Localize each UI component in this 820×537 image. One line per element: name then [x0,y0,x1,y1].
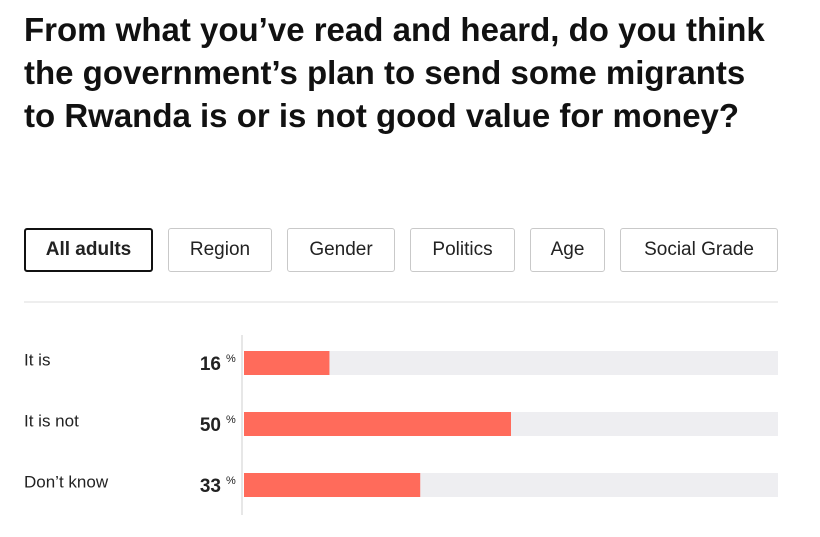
category-label: Don’t know [24,472,109,491]
filter-tab[interactable]: Politics [410,228,515,272]
value-label: 50 [200,415,221,436]
bar [244,412,511,436]
filter-tab[interactable]: Region [168,228,272,272]
filter-tab[interactable]: All adults [24,228,153,272]
bar [244,351,330,375]
value-label: 33 [200,476,221,497]
value-label: 16 [200,354,221,375]
bar [244,473,421,497]
value-unit: % [226,414,236,426]
category-label: It is not [24,411,79,430]
filter-tab[interactable]: Age [530,228,605,272]
value-unit: % [226,353,236,365]
bar-track [244,351,778,375]
filter-tab[interactable]: Social Grade [620,228,778,272]
question-title: From what you’ve read and heard, do you … [24,11,765,134]
category-label: It is [24,350,50,369]
value-unit: % [226,475,236,487]
filter-tab[interactable]: Gender [287,228,395,272]
